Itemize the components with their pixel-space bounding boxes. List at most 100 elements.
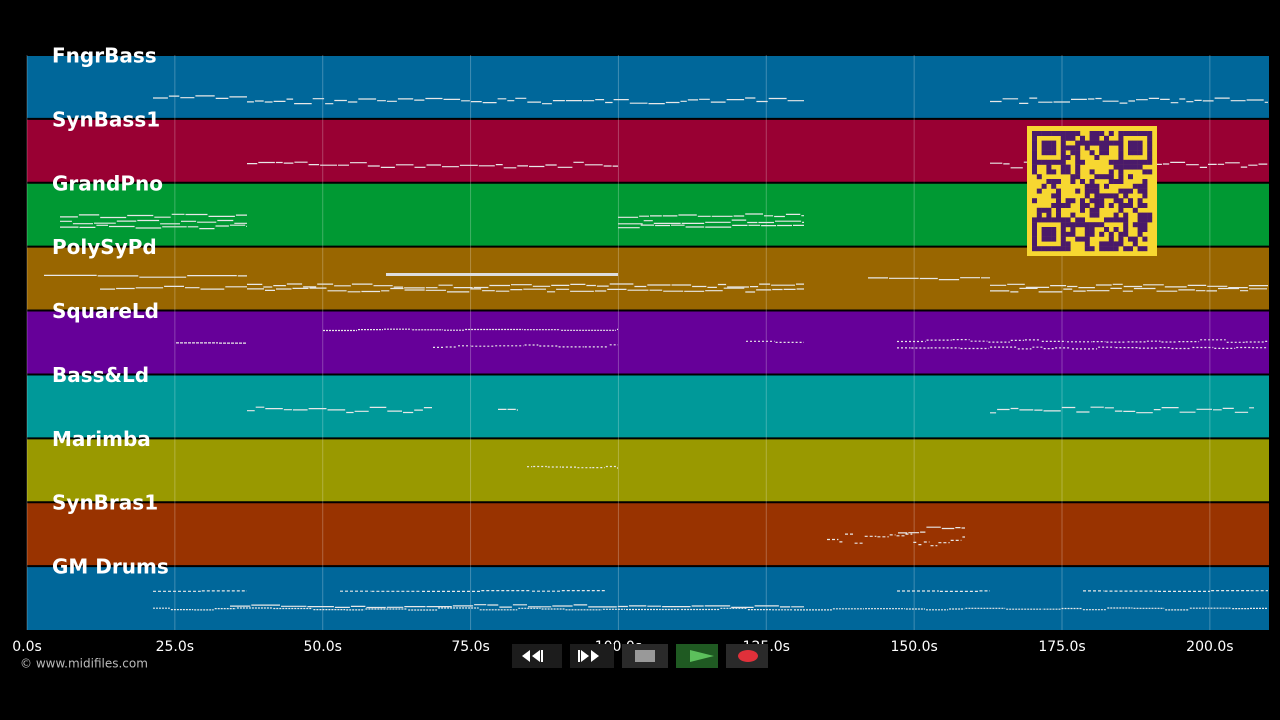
qr-cell xyxy=(1060,159,1066,165)
qr-cell xyxy=(1137,212,1143,218)
forward-button[interactable] xyxy=(570,644,614,668)
qr-cell xyxy=(1060,164,1066,170)
qr-cell xyxy=(1128,198,1133,204)
qr-cell xyxy=(1084,145,1090,151)
qr-cell xyxy=(1060,227,1066,232)
qr-cell xyxy=(1051,203,1057,208)
qr-cell xyxy=(1142,169,1148,175)
qr-cell xyxy=(1046,145,1052,151)
qr-cell xyxy=(1036,159,1042,165)
note-trace xyxy=(498,408,518,411)
qr-cell xyxy=(1080,198,1085,204)
qr-cell xyxy=(1032,236,1037,242)
qr-cell xyxy=(1051,179,1057,184)
qr-cell xyxy=(1070,179,1076,184)
qr-cell xyxy=(1046,217,1052,223)
qr-cell xyxy=(1142,227,1148,232)
qr-cell xyxy=(1051,217,1057,223)
record-button[interactable] xyxy=(726,644,768,668)
qr-cell xyxy=(1104,140,1109,146)
qr-cell xyxy=(1065,169,1071,175)
qr-cell xyxy=(1118,159,1124,165)
play-button[interactable] xyxy=(676,644,718,668)
qr-cell xyxy=(1118,174,1124,180)
qr-cell xyxy=(1128,150,1133,156)
track-label: SquareLd xyxy=(52,299,159,323)
rewind-button[interactable] xyxy=(512,644,562,668)
qr-cell xyxy=(1089,169,1095,175)
note-trace xyxy=(827,533,965,547)
qr-cell xyxy=(1080,140,1085,146)
qr-cell xyxy=(1070,231,1076,237)
qr-cell xyxy=(1032,217,1037,223)
qr-cell xyxy=(1070,174,1076,180)
note-trace xyxy=(618,213,804,218)
qr-cell xyxy=(1132,236,1138,242)
qr-cell xyxy=(1142,131,1148,136)
track-lane xyxy=(27,246,1269,311)
qr-cell xyxy=(1089,131,1095,136)
qr-cell xyxy=(1065,155,1071,160)
qr-cell xyxy=(1118,188,1124,194)
qr-cell xyxy=(1032,241,1037,247)
note-trace xyxy=(247,161,618,169)
qr-cell xyxy=(1099,193,1105,199)
qr-cell xyxy=(1056,188,1061,194)
qr-cell xyxy=(1075,155,1081,160)
qr-cell xyxy=(1084,193,1090,199)
qr-cell xyxy=(1056,207,1061,213)
qr-cell xyxy=(1118,217,1124,223)
qr-cell xyxy=(1080,159,1085,165)
qr-cell xyxy=(1137,159,1143,165)
qr-cell xyxy=(1060,155,1066,160)
qr-cell xyxy=(1041,246,1047,252)
qr-cell xyxy=(1051,131,1057,136)
qr-cell xyxy=(1089,179,1095,184)
qr-cell xyxy=(1089,188,1095,194)
qr-cell xyxy=(1046,140,1052,146)
qr-cell xyxy=(1065,241,1071,247)
track-lane xyxy=(27,438,1269,503)
qr-cell xyxy=(1132,241,1138,247)
tick-label: 75.0s xyxy=(451,639,489,655)
qr-cell xyxy=(1128,164,1133,170)
qr-cell xyxy=(1137,188,1143,194)
track-label: GrandPno xyxy=(52,171,163,195)
qr-cell xyxy=(1094,203,1100,208)
stop-button[interactable] xyxy=(622,644,668,668)
qr-cell xyxy=(1084,222,1090,228)
note-trace xyxy=(618,224,804,229)
qr-cell xyxy=(1142,183,1148,189)
qr-cell xyxy=(1147,140,1153,146)
qr-cell xyxy=(1051,159,1057,165)
qr-cell xyxy=(1118,145,1124,151)
qr-cell xyxy=(1046,227,1052,232)
qr-cell xyxy=(1080,207,1085,213)
qr-cell xyxy=(1051,246,1057,252)
qr-cell xyxy=(1070,135,1076,141)
qr-cell xyxy=(1056,193,1061,199)
qr-cell xyxy=(1060,131,1066,136)
qr-cell xyxy=(1056,179,1061,184)
qr-cell xyxy=(1032,135,1037,141)
qr-cell xyxy=(1094,207,1100,213)
note-trace xyxy=(746,340,804,343)
qr-cell xyxy=(1123,159,1129,165)
qr-cell xyxy=(1113,241,1119,247)
qr-cell xyxy=(1041,227,1047,232)
qr-cell xyxy=(1060,169,1066,175)
qr-cell xyxy=(1060,145,1066,151)
qr-cell xyxy=(1094,198,1100,204)
qr-cell xyxy=(1123,203,1129,208)
tick-label: 50.0s xyxy=(303,639,341,655)
qr-cell xyxy=(1094,212,1100,218)
qr-cell xyxy=(1089,135,1095,141)
qr-cell xyxy=(1104,246,1109,252)
qr-cell xyxy=(1060,222,1066,228)
qr-cell xyxy=(1060,246,1066,252)
qr-cell xyxy=(1046,246,1052,252)
qr-cell xyxy=(1104,150,1109,156)
qr-cell xyxy=(1046,150,1052,156)
qr-cell xyxy=(1032,159,1037,165)
